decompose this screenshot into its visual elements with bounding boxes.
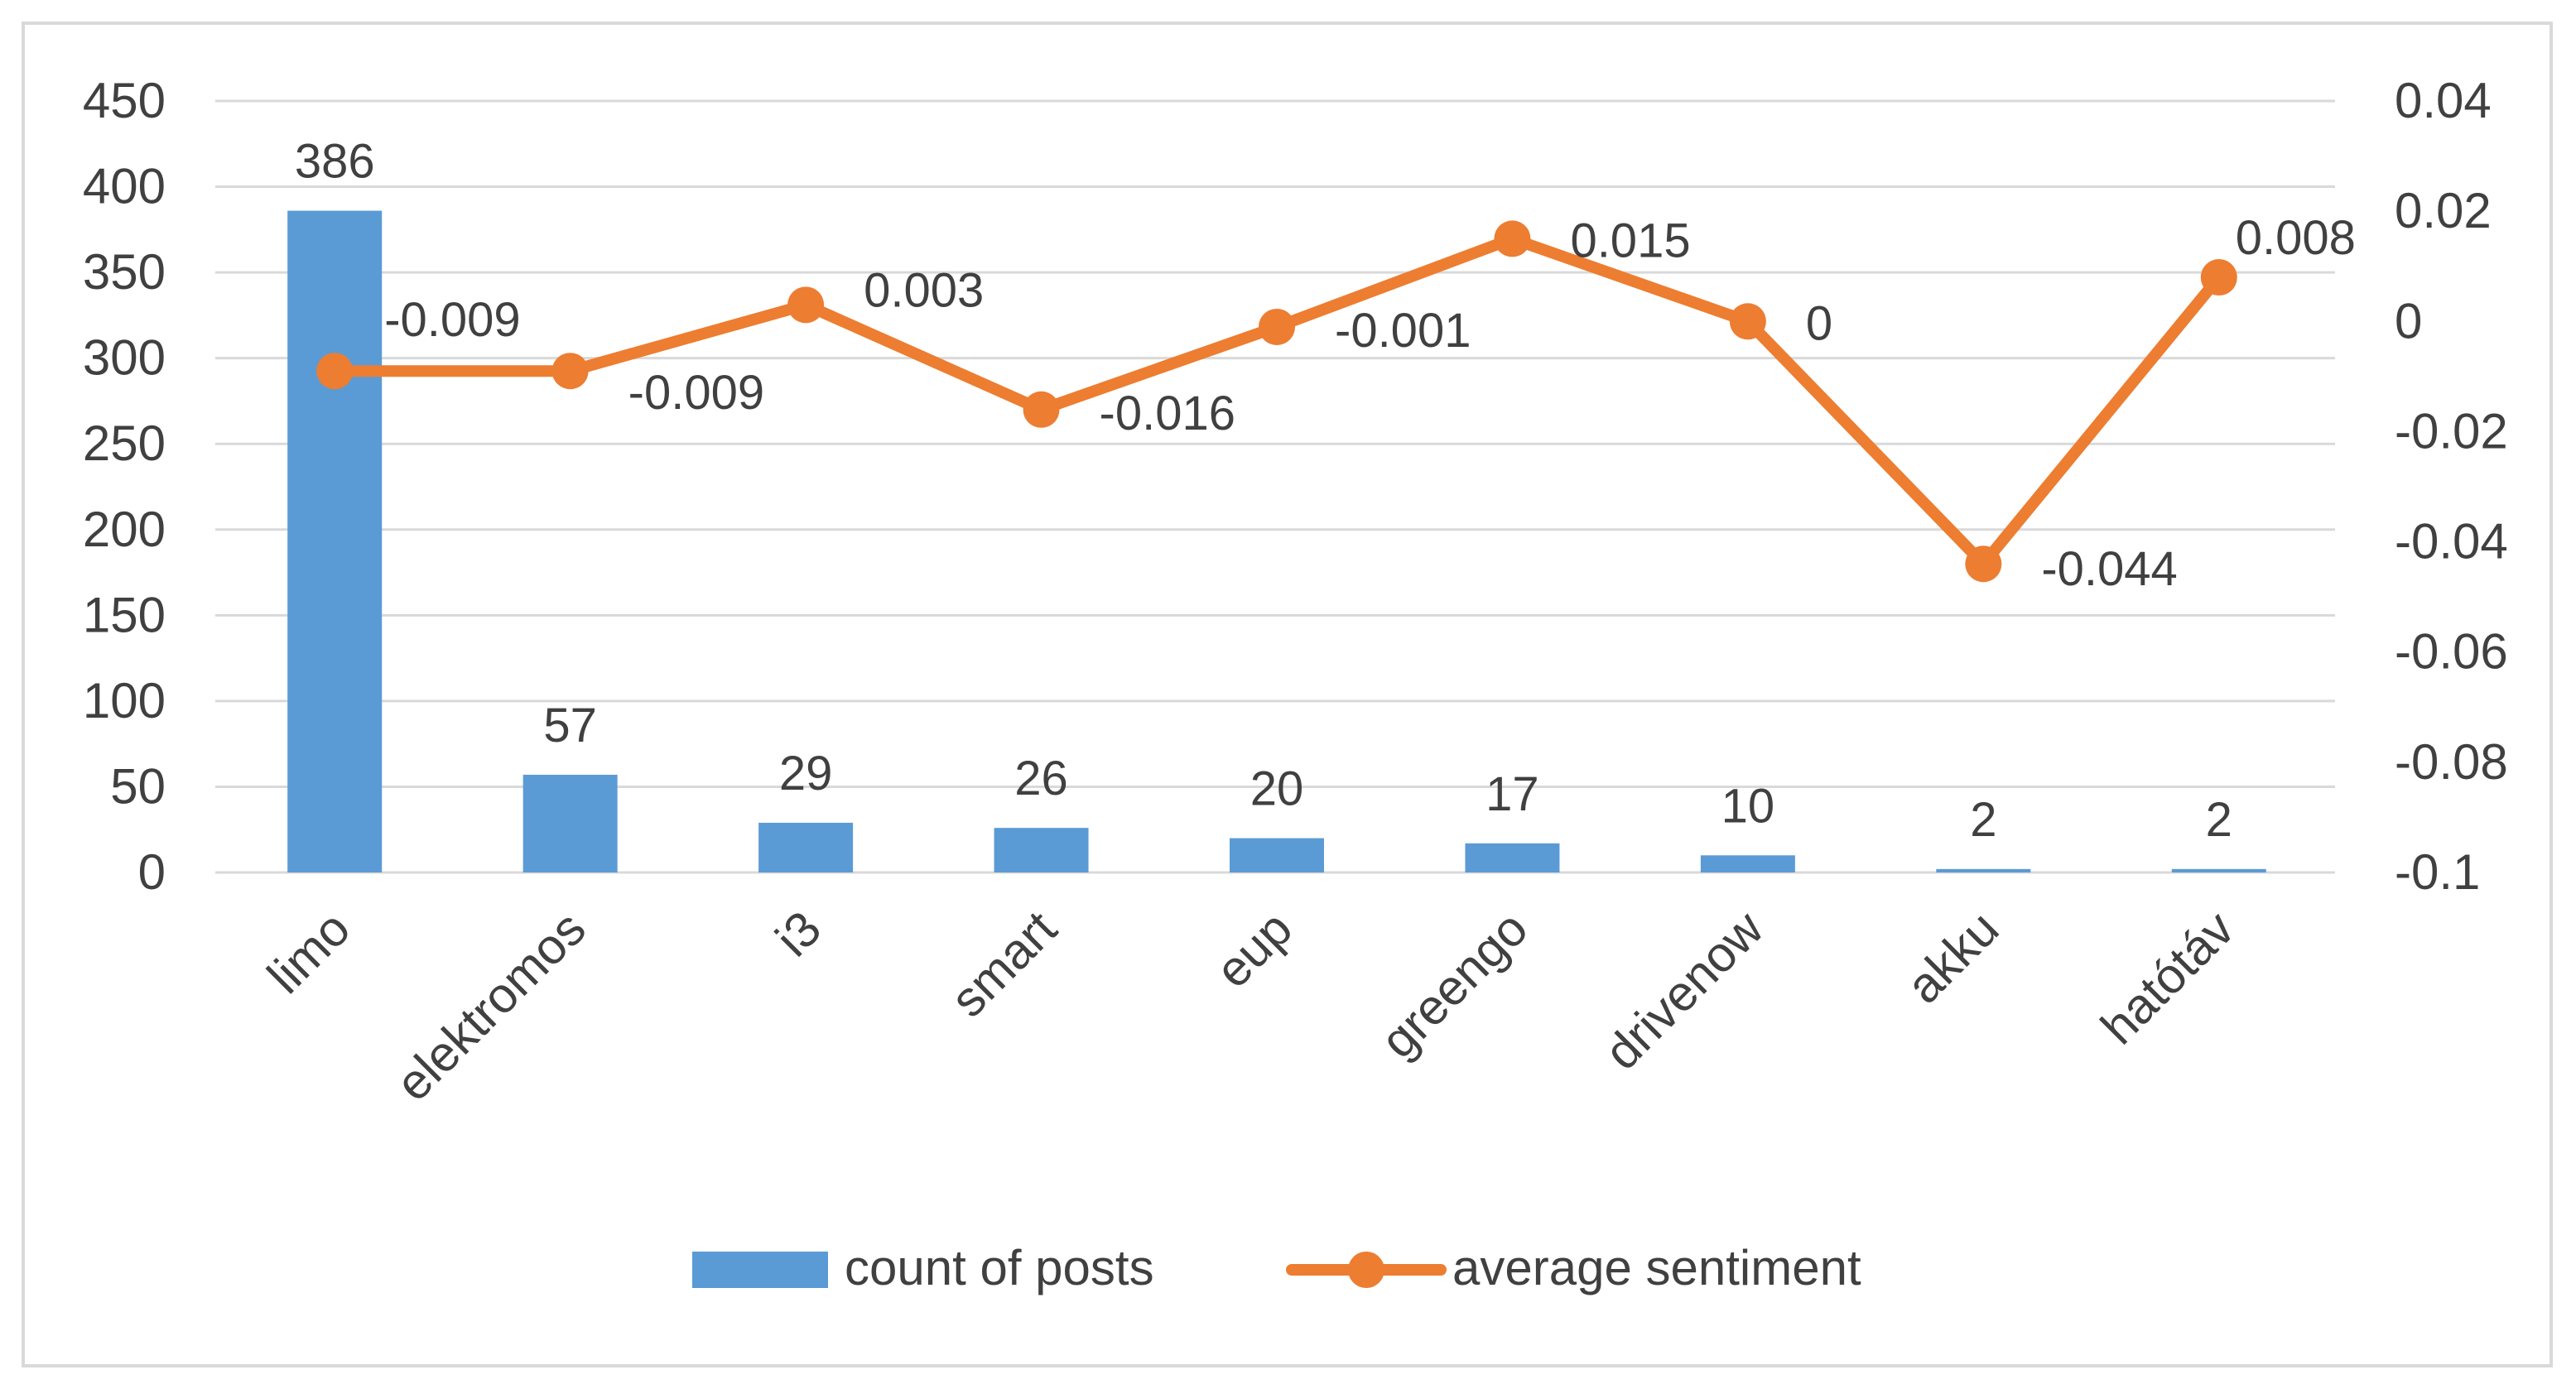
bar <box>1465 843 1560 872</box>
legend-line-label: average sentiment <box>1452 1240 1861 1295</box>
sentiment-data-label: -0.044 <box>2041 542 2177 596</box>
bar-data-label: 26 <box>1014 752 1068 805</box>
sentiment-point <box>1023 391 1060 428</box>
left-tick-label: 400 <box>83 159 166 214</box>
legend-entry-line[interactable]: average sentiment <box>1286 1240 1861 1295</box>
category-label: i3 <box>765 901 831 967</box>
bar-data-label: 29 <box>779 747 833 800</box>
right-tick-label: 0.04 <box>2395 73 2492 128</box>
bar <box>1230 838 1324 872</box>
legend: count of posts average sentiment <box>692 1240 1861 1295</box>
bar <box>522 774 618 872</box>
bar-data-label: 2 <box>1970 793 1996 847</box>
legend-entry-bar[interactable]: count of posts <box>692 1240 1154 1295</box>
bar <box>758 822 854 872</box>
left-tick-label: 0 <box>138 844 166 900</box>
right-tick-label: -0.02 <box>2395 403 2508 459</box>
sentiment-point <box>2200 259 2237 296</box>
left-tick-label: 450 <box>83 73 166 128</box>
legend-bar-label: count of posts <box>845 1240 1154 1295</box>
sentiment-point <box>787 286 825 324</box>
right-tick-label: -0.1 <box>2395 844 2480 900</box>
left-tick-label: 350 <box>83 244 166 300</box>
gridlines <box>215 99 2335 874</box>
category-axis: limo elektromos i3 smart eup greengo drivenow a… <box>257 900 2245 1111</box>
legend-bar-swatch <box>692 1252 828 1288</box>
category-label: greengo <box>1370 901 1538 1069</box>
sentiment-point <box>1494 220 1531 257</box>
sentiment-data-label: 0 <box>1806 296 1832 350</box>
sentiment-data-label: 0.015 <box>1570 214 1690 267</box>
category-label: eup <box>1205 901 1302 998</box>
sentiment-data-label: -0.001 <box>1335 304 1471 358</box>
right-tick-label: 0.02 <box>2395 183 2492 238</box>
left-tick-label: 300 <box>83 330 166 386</box>
bar-data-labels: 386 57 29 26 20 17 10 2 2 <box>295 135 2232 847</box>
right-tick-label: 0 <box>2395 293 2422 348</box>
bar <box>994 828 1089 872</box>
left-tick-label: 50 <box>110 758 166 814</box>
sentiment-data-label: 0.008 <box>2236 211 2356 265</box>
bar-data-label: 2 <box>2206 793 2232 847</box>
category-label: elektromos <box>385 901 596 1112</box>
category-label: hatótáv <box>2090 901 2245 1055</box>
sentiment-data-label: 0.003 <box>864 263 984 317</box>
sentiment-point <box>1729 303 1766 340</box>
left-tick-label: 100 <box>83 673 166 728</box>
chart-frame: 0 50 100 150 200 250 300 350 400 450 -0.1 -0.08 -0.… <box>22 22 2553 1367</box>
category-label: limo <box>257 901 360 1004</box>
left-tick-label: 150 <box>83 587 166 642</box>
legend-line-marker <box>1348 1252 1384 1288</box>
bar <box>287 210 383 872</box>
line-data-labels: -0.009 -0.009 0.003 -0.016 -0.001 0.015 0 -0.04… <box>384 211 2356 596</box>
bar-data-label: 57 <box>543 699 597 752</box>
sentiment-point <box>1259 308 1295 345</box>
bar <box>2171 868 2266 872</box>
sentiment-point <box>551 353 589 390</box>
sentiment-data-label: -0.016 <box>1100 387 1235 440</box>
bar <box>1700 855 1795 872</box>
right-tick-label: -0.08 <box>2395 734 2508 790</box>
bar-data-label: 20 <box>1250 762 1304 816</box>
sentiment-point <box>1965 546 2002 583</box>
bar-data-label: 386 <box>295 135 375 189</box>
left-tick-label: 250 <box>83 416 166 471</box>
bar <box>1936 868 2031 872</box>
right-tick-label: -0.06 <box>2395 624 2508 680</box>
right-tick-label: -0.04 <box>2395 514 2508 570</box>
left-tick-label: 200 <box>83 502 166 557</box>
bar-data-label: 17 <box>1485 767 1539 821</box>
category-label: drivenow <box>1594 900 1774 1080</box>
category-label: akku <box>1896 901 2010 1014</box>
right-axis: -0.1 -0.08 -0.06 -0.04 -0.02 0 0.02 0.04 <box>2395 73 2508 900</box>
sentiment-data-label: -0.009 <box>384 293 520 347</box>
bar-data-label: 10 <box>1721 779 1775 833</box>
left-axis: 0 50 100 150 200 250 300 350 400 450 <box>83 73 166 900</box>
line-series <box>316 220 2237 583</box>
sentiment-line <box>329 233 2225 570</box>
sentiment-data-label: -0.009 <box>628 366 764 420</box>
bar-series <box>287 210 2266 872</box>
sentiment-point <box>316 353 354 390</box>
category-label: smart <box>940 901 1067 1028</box>
